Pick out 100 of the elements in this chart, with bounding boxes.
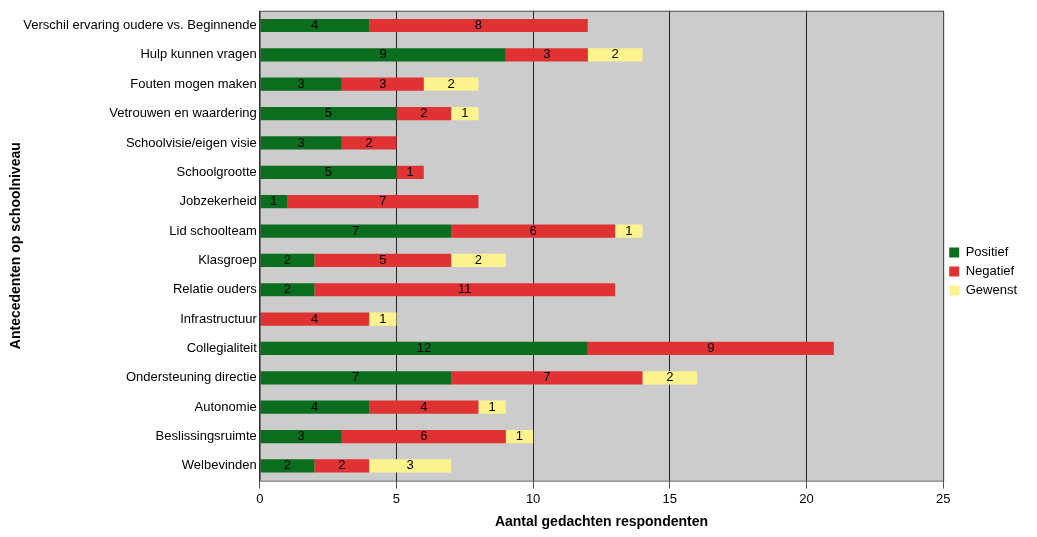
- x-tick-label: 20: [799, 490, 814, 506]
- bar: [260, 400, 370, 414]
- bar: [260, 18, 370, 33]
- data-label: 2: [420, 105, 428, 121]
- bar: [369, 18, 588, 33]
- bar: [451, 224, 616, 238]
- data-label: 9: [379, 46, 387, 62]
- y-tick-label: Beslissingsruimte: [155, 428, 257, 444]
- data-label: 3: [297, 75, 305, 91]
- bar: [451, 371, 643, 385]
- x-tick-label: 0: [256, 490, 264, 506]
- bar: [260, 312, 370, 326]
- bar: [505, 48, 588, 62]
- data-label: 3: [543, 46, 551, 62]
- data-label: 1: [488, 398, 496, 414]
- bar: [451, 253, 506, 267]
- y-tick-label: Autonomie: [194, 398, 257, 414]
- data-label: 2: [338, 457, 346, 473]
- data-label: 2: [666, 369, 674, 385]
- bar: [369, 459, 452, 473]
- data-label: 4: [420, 398, 428, 414]
- data-label: 2: [283, 251, 291, 267]
- legend-label: Negatief: [965, 263, 1015, 279]
- bar: [260, 224, 452, 238]
- bar: [314, 283, 616, 297]
- data-label: 3: [406, 457, 414, 473]
- bar: [260, 165, 397, 179]
- data-label: 1: [625, 222, 633, 238]
- data-label: 7: [352, 369, 360, 385]
- bar: [396, 165, 424, 179]
- legend-label: Gewenst: [965, 282, 1018, 298]
- data-label: 7: [379, 193, 387, 209]
- data-label: 7: [543, 369, 551, 385]
- bar: [341, 77, 424, 91]
- y-tick-label: Relatie ouders: [172, 281, 258, 297]
- data-label: 5: [324, 105, 332, 121]
- bar: [314, 459, 370, 473]
- bar: [260, 459, 315, 473]
- data-label: 3: [379, 75, 387, 91]
- bar: [260, 106, 397, 121]
- bar: [423, 77, 479, 91]
- data-label: 8: [474, 17, 483, 33]
- bar: [369, 400, 479, 414]
- bar: [314, 253, 452, 267]
- x-tick-label: 10: [525, 490, 541, 506]
- bar: [587, 341, 834, 356]
- x-tick-label: 5: [392, 490, 401, 506]
- y-tick-label: Schoolvisie/eigen visie: [125, 134, 257, 150]
- data-label: 1: [270, 193, 278, 209]
- data-label: 11: [458, 281, 472, 297]
- y-tick-label: Infrastructuur: [180, 310, 258, 326]
- data-label: 3: [297, 134, 305, 150]
- data-label: 4: [311, 310, 319, 326]
- data-label: 2: [611, 46, 619, 62]
- data-label: 3: [297, 428, 305, 444]
- bar: [260, 136, 342, 150]
- data-label: 1: [406, 163, 414, 179]
- data-label: 4: [311, 17, 319, 33]
- data-label: 2: [283, 457, 291, 473]
- legend-label: Positief: [965, 244, 1009, 260]
- y-tick-label: Collegialiteit: [186, 340, 258, 356]
- bar: [587, 48, 643, 62]
- bar: [341, 136, 397, 150]
- data-label: 1: [379, 310, 387, 326]
- data-label: 2: [365, 134, 373, 150]
- data-label: 2: [283, 281, 291, 297]
- x-tick-label: 15: [662, 490, 678, 506]
- data-label: 2: [447, 75, 455, 91]
- data-label: 7: [352, 222, 360, 238]
- y-tick-label: Fouten mogen maken: [130, 75, 257, 91]
- data-label: 1: [461, 105, 469, 121]
- data-label: 9: [707, 340, 715, 356]
- data-label: 6: [529, 222, 537, 238]
- bar: [396, 106, 452, 121]
- bar: [642, 371, 698, 385]
- bar: [615, 224, 643, 238]
- x-tick-label: 25: [935, 490, 951, 506]
- y-tick-label: Verschil ervaring oudere vs. Beginnende: [23, 17, 257, 33]
- y-tick-label: Klasgroep: [198, 251, 257, 267]
- bar: [451, 106, 479, 121]
- y-tick-label: Lid schoolteam: [169, 222, 257, 238]
- bar: [260, 253, 315, 267]
- y-tick-label: Schoolgrootte: [176, 163, 257, 179]
- bar: [260, 371, 452, 385]
- y-tick-label: Jobzekerheid: [179, 193, 257, 209]
- x-axis-title: Aantal gedachten respondenten: [494, 513, 709, 530]
- data-label: 5: [324, 163, 332, 179]
- bar: [260, 48, 506, 62]
- bar: [287, 195, 479, 209]
- data-label: 6: [420, 428, 428, 444]
- data-label: 12: [416, 340, 432, 356]
- bar: [260, 283, 315, 297]
- y-tick-label: Welbevinden: [181, 457, 257, 473]
- bar: [478, 400, 506, 414]
- data-label: 1: [515, 428, 524, 444]
- bar: [369, 312, 397, 326]
- y-tick-label: Vetrouwen en waardering: [109, 105, 257, 121]
- y-tick-label: Ondersteuning directie: [125, 369, 257, 385]
- y-axis-title: Antecedenten op schoolniveau: [7, 142, 24, 350]
- y-tick-label: Hulp kunnen vragen: [140, 46, 257, 62]
